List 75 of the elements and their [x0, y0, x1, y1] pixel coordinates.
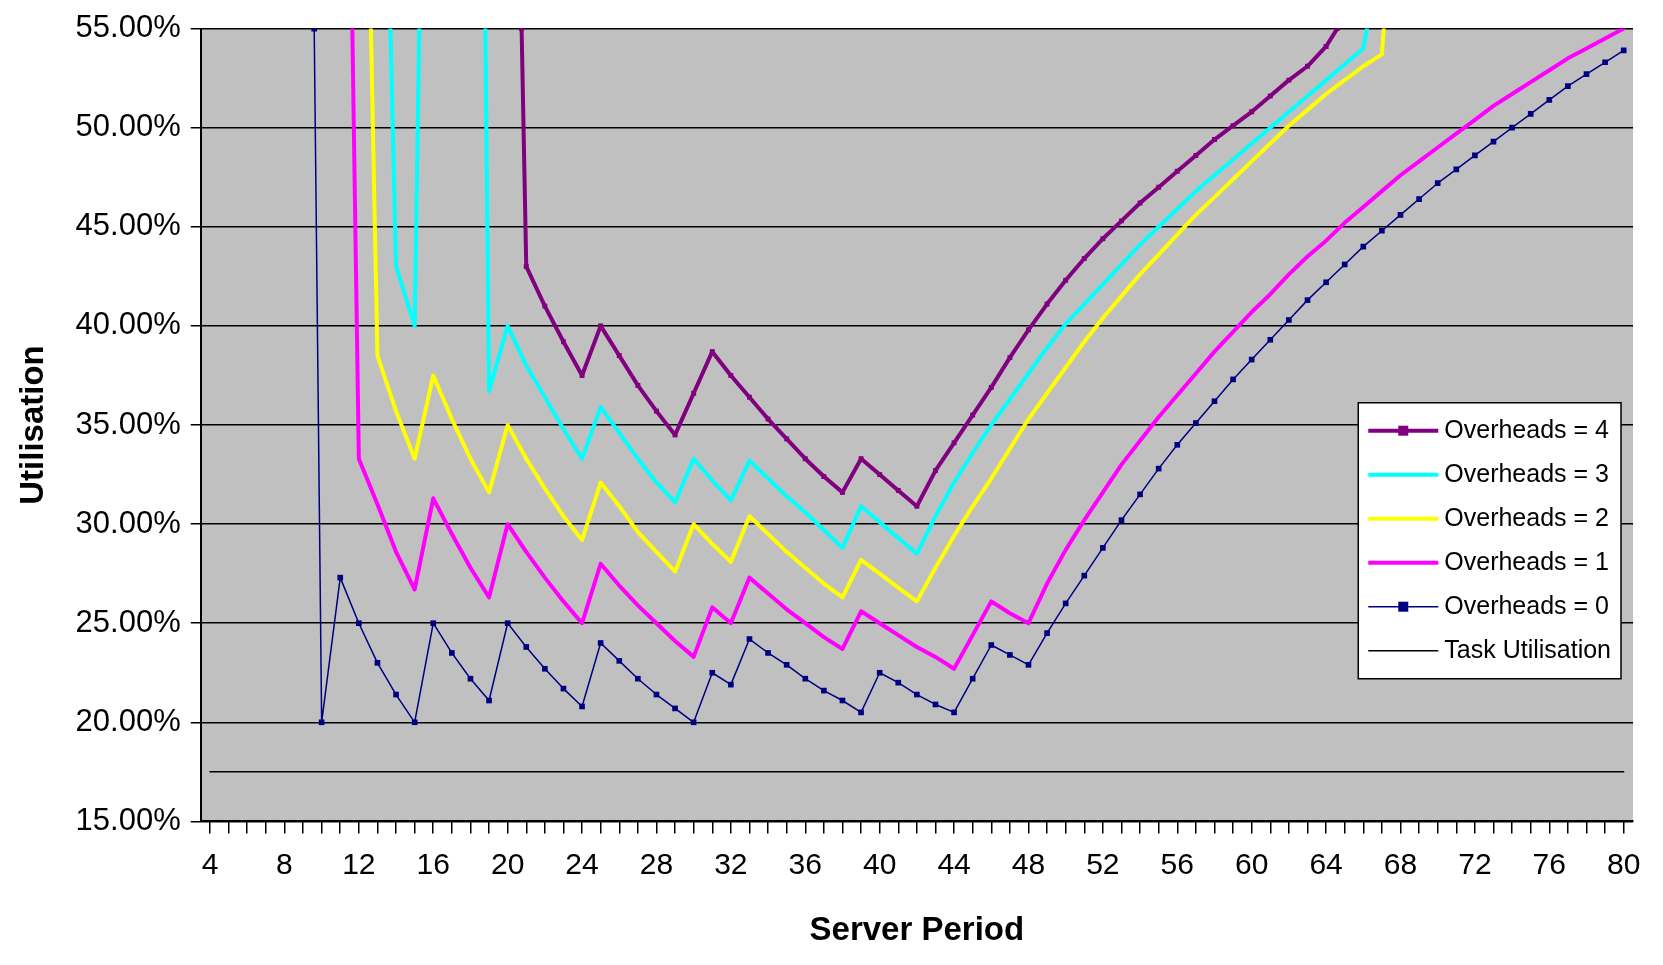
- point: [1323, 43, 1329, 49]
- point: [1174, 168, 1180, 174]
- x-tick-label: 36: [788, 846, 822, 880]
- point: [1081, 256, 1087, 261]
- point: [951, 440, 957, 446]
- x-tick-label: 72: [1458, 846, 1492, 880]
- point: [895, 487, 901, 493]
- x-tick-label: 24: [565, 846, 599, 880]
- point: [933, 468, 938, 474]
- x-tick-label: 48: [1011, 846, 1046, 880]
- y-tick-label: 25.00%: [75, 603, 181, 639]
- point: [970, 412, 976, 418]
- y-tick-label: 55.00%: [75, 9, 181, 45]
- x-tick-label: 68: [1383, 846, 1418, 880]
- point: [1212, 137, 1217, 143]
- x-tick-label: 76: [1532, 846, 1566, 880]
- x-tick-label: 64: [1309, 846, 1343, 880]
- point: [691, 390, 697, 396]
- point: [746, 394, 752, 400]
- point: [635, 382, 641, 388]
- point: [1305, 63, 1310, 69]
- x-axis-title: Server Period: [809, 910, 1025, 948]
- point: [728, 372, 734, 378]
- x-tick-label: 28: [639, 846, 674, 880]
- point: [1026, 327, 1031, 333]
- x-tick-label: 20: [490, 846, 525, 880]
- point: [765, 416, 771, 422]
- point: [672, 432, 678, 438]
- point: [1230, 123, 1236, 129]
- point: [1007, 355, 1013, 361]
- legend-label: Task Utilisation: [1444, 634, 1612, 663]
- point: [1100, 236, 1106, 242]
- x-tick-label: 60: [1235, 846, 1269, 880]
- x-tick-label: 4: [201, 846, 219, 880]
- point: [653, 408, 659, 414]
- point: [821, 474, 827, 480]
- legend-label: Overheads = 0: [1444, 590, 1609, 619]
- point: [877, 472, 883, 478]
- y-tick-label: 35.00%: [75, 405, 181, 441]
- x-tick-label: 12: [342, 846, 376, 880]
- x-tick-label: 8: [276, 846, 293, 880]
- legend-label: Overheads = 2: [1444, 502, 1609, 531]
- point: [1063, 277, 1069, 283]
- x-tick-label: 56: [1160, 846, 1194, 880]
- point: [579, 372, 585, 378]
- point: [709, 349, 715, 355]
- y-tick-label: 20.00%: [75, 702, 181, 738]
- point: [1193, 152, 1199, 158]
- point: [1119, 218, 1124, 224]
- y-axis-title: Utilisation: [12, 345, 50, 505]
- x-tick-label: 44: [937, 846, 971, 880]
- y-tick-label: 40.00%: [75, 306, 181, 342]
- point: [560, 339, 566, 345]
- point: [988, 384, 994, 390]
- point: [802, 456, 808, 462]
- x-tick-label: 32: [714, 846, 748, 880]
- x-tick-label: 16: [416, 846, 450, 880]
- point: [1044, 301, 1050, 307]
- y-tick-label: 45.00%: [75, 207, 181, 243]
- point: [523, 263, 529, 269]
- y-tick-label: 30.00%: [75, 504, 181, 540]
- point: [784, 436, 790, 442]
- x-tick-label: 40: [862, 846, 897, 880]
- point: [1156, 184, 1162, 190]
- legend-label: Overheads = 3: [1444, 458, 1609, 487]
- point: [616, 353, 622, 359]
- legend-label: Overheads = 1: [1444, 546, 1609, 575]
- legend-label: Overheads = 4: [1444, 414, 1610, 443]
- point: [1249, 109, 1255, 115]
- x-tick-label: 80: [1607, 846, 1641, 880]
- y-tick-label: 50.00%: [75, 108, 181, 144]
- x-tick-label: 52: [1086, 846, 1120, 880]
- point: [1286, 77, 1292, 83]
- y-tick-label: 15.00%: [75, 801, 181, 837]
- point: [542, 303, 548, 309]
